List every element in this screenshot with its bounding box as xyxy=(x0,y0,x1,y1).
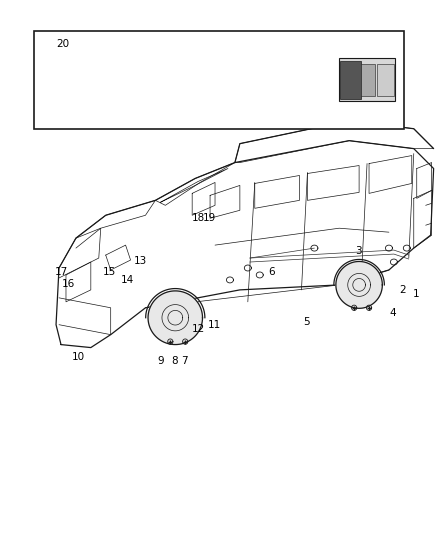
Text: 3: 3 xyxy=(355,246,362,256)
Polygon shape xyxy=(336,262,382,308)
Text: 2: 2 xyxy=(399,285,406,295)
Text: 7: 7 xyxy=(181,356,187,366)
Text: 10: 10 xyxy=(72,352,85,361)
Text: 20: 20 xyxy=(56,39,69,49)
Bar xyxy=(361,63,375,95)
Text: 17: 17 xyxy=(54,267,67,277)
Text: 4: 4 xyxy=(390,308,396,318)
Text: 5: 5 xyxy=(303,317,309,327)
Text: 6: 6 xyxy=(268,267,275,277)
Text: 16: 16 xyxy=(62,279,75,289)
Text: 18: 18 xyxy=(191,213,205,223)
Text: 8: 8 xyxy=(171,356,177,366)
Bar xyxy=(377,63,394,95)
Bar xyxy=(34,30,404,128)
Text: 13: 13 xyxy=(134,256,147,266)
Text: 19: 19 xyxy=(203,213,216,223)
Bar xyxy=(339,61,361,99)
Polygon shape xyxy=(148,291,202,344)
Text: 9: 9 xyxy=(157,356,163,366)
Text: 14: 14 xyxy=(121,274,134,285)
Text: 15: 15 xyxy=(102,267,116,277)
Text: 11: 11 xyxy=(208,320,221,330)
Text: 12: 12 xyxy=(191,324,205,334)
Bar xyxy=(339,59,395,101)
Text: 1: 1 xyxy=(413,289,419,299)
